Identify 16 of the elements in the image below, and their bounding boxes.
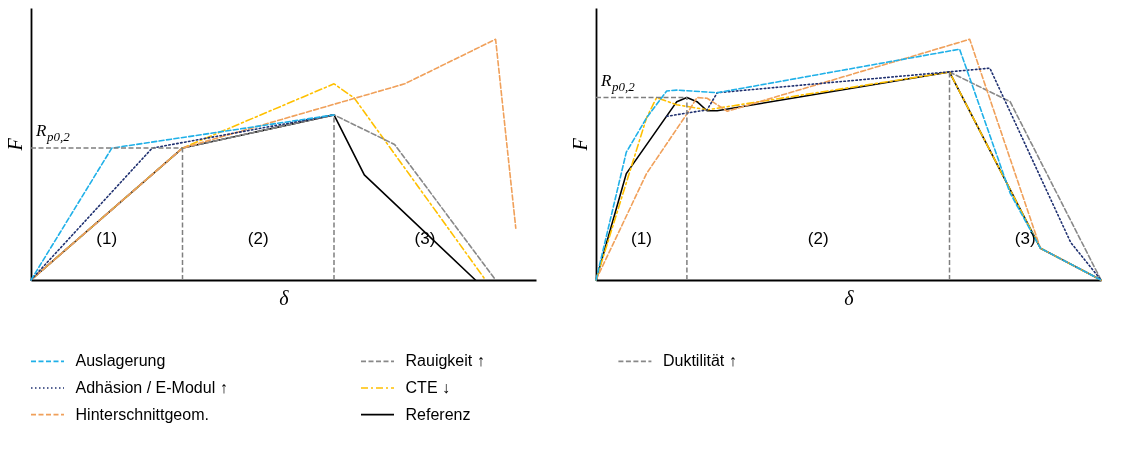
legend-label: Referenz — [405, 405, 471, 423]
annotation: (3) — [1014, 229, 1036, 249]
y-axis-title: F — [3, 137, 26, 152]
annotation: (2) — [807, 229, 829, 249]
legend-label: CTE ↓ — [405, 379, 450, 396]
x-axis-title: δ — [279, 286, 290, 309]
y-axis-title: F — [568, 137, 591, 152]
annotation: (1) — [96, 229, 118, 249]
legend-label: Auslagerung — [75, 352, 166, 370]
legend-label: Adhäsion / E-Modul ↑ — [75, 379, 228, 396]
legend-label: Duktilität ↑ — [662, 352, 737, 370]
legend-label: Rauigkeit ↑ — [405, 352, 485, 370]
annotation: (2) — [247, 229, 269, 249]
x-axis-title: δ — [844, 286, 855, 309]
annotation: (1) — [631, 229, 652, 249]
legend-label: Hinterschnittgeom. — [75, 405, 209, 423]
